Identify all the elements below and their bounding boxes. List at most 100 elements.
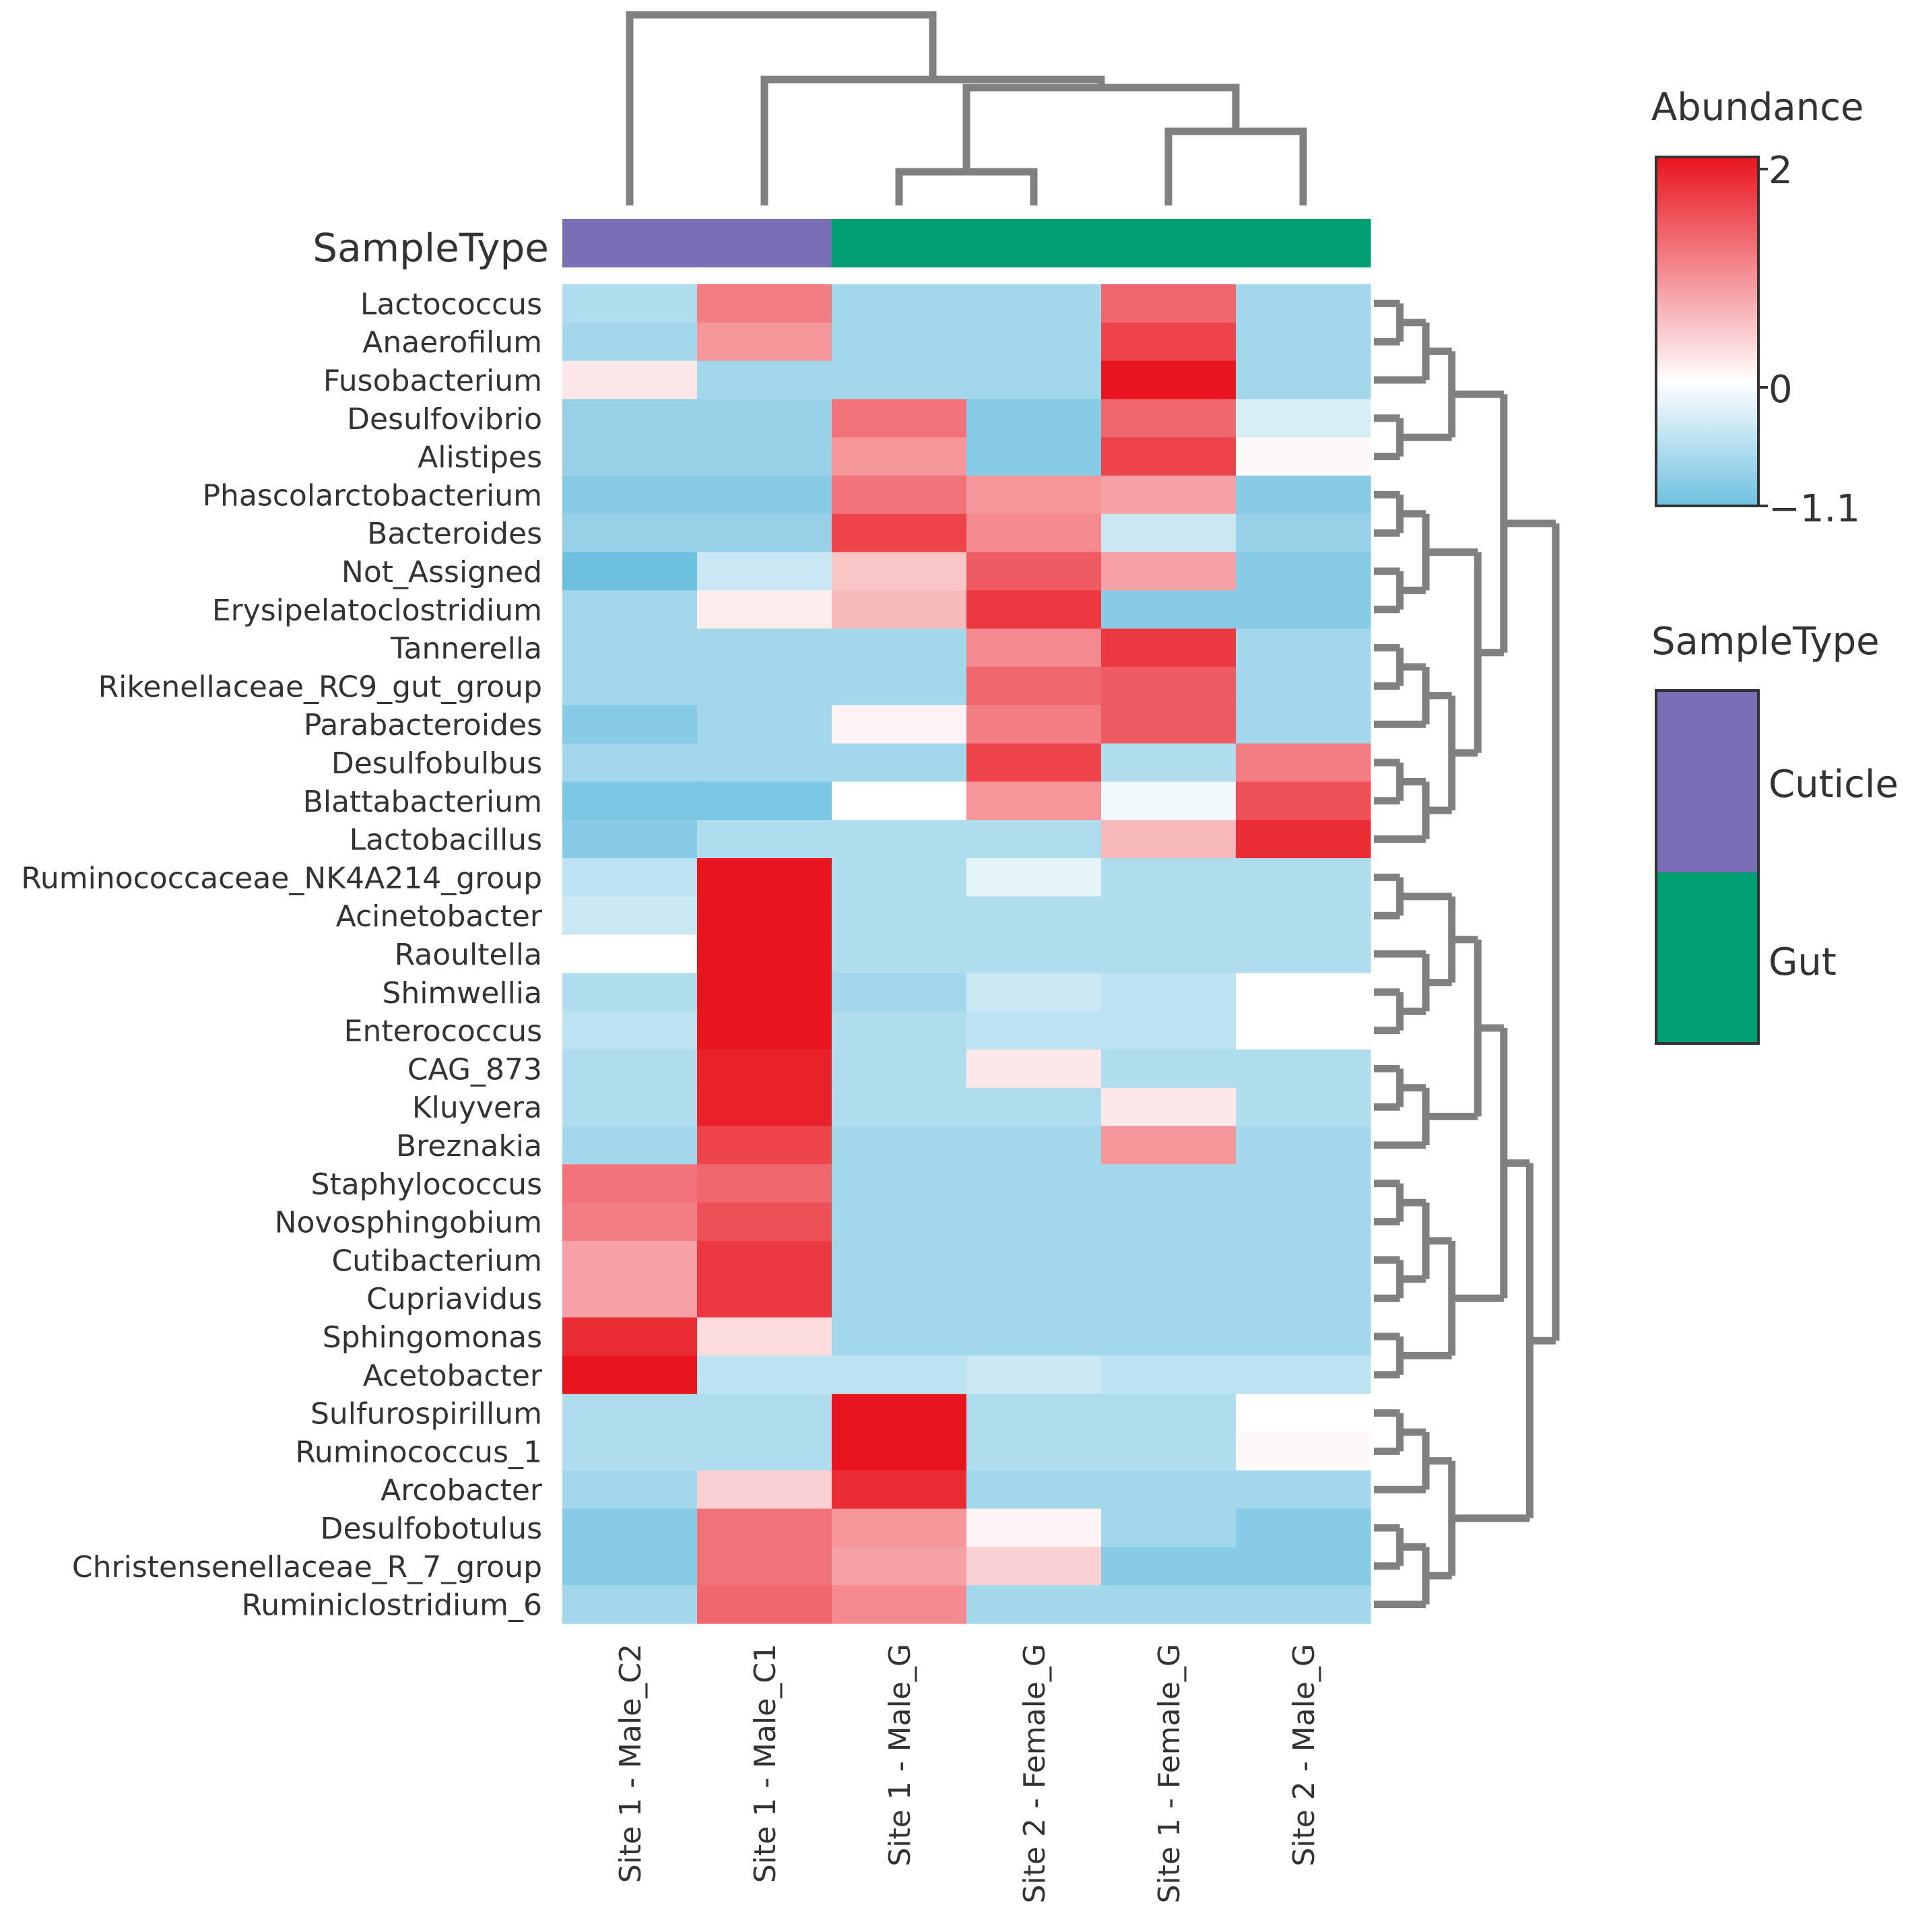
- heatmap-cell: [562, 1355, 698, 1394]
- heatmap-cell: [832, 1126, 967, 1165]
- heatmap-cell: [832, 360, 967, 399]
- heatmap-cell: [1236, 284, 1371, 323]
- heatmap-cell: [1101, 476, 1236, 515]
- heatmap-cell: [1101, 1279, 1236, 1318]
- column-label: Site 1 - Female_G: [1152, 1644, 1187, 1904]
- heatmap-cell: [1101, 667, 1236, 706]
- row-label: Tannerella: [390, 632, 542, 666]
- heatmap-cell: [1236, 1432, 1371, 1471]
- heatmap-cell: [966, 1050, 1102, 1089]
- heatmap-cell: [966, 820, 1102, 859]
- sampletype-annotation-cell: [562, 219, 698, 267]
- heatmap-cell: [832, 437, 967, 476]
- row-label: Breznakia: [396, 1129, 542, 1163]
- colorbar-tick-label-zero: 0: [1769, 368, 1793, 412]
- heatmap-cell: [966, 1202, 1102, 1242]
- heatmap-cell: [966, 1547, 1102, 1586]
- row-label: Anaerofilum: [362, 325, 542, 360]
- heatmap-cell: [966, 360, 1102, 399]
- heatmap-cell: [966, 590, 1102, 629]
- heatmap-cell: [832, 1164, 967, 1203]
- heatmap-cell: [832, 552, 967, 591]
- heatmap-cell: [966, 322, 1102, 362]
- column-label: Site 1 - Male_G: [883, 1644, 917, 1867]
- cuticle-legend-swatch: [1656, 690, 1758, 872]
- row-dendrogram-link: [1399, 347, 1456, 441]
- heatmap-cell: [1101, 1508, 1236, 1547]
- heatmap-cell: [562, 667, 698, 706]
- heatmap-cell: [966, 1317, 1102, 1356]
- heatmap-cell: [966, 858, 1102, 897]
- heatmap-cell: [562, 284, 698, 323]
- row-label: Cupriavidus: [366, 1282, 542, 1316]
- heatmap-cell: [697, 590, 832, 629]
- gut-legend-label: Gut: [1769, 940, 1837, 984]
- heatmap-cell: [966, 476, 1102, 515]
- row-dendrogram-link: [1374, 1428, 1430, 1493]
- heatmap-cell: [1101, 820, 1236, 859]
- heatmap-cell: [1236, 590, 1371, 629]
- heatmap-cell: [1101, 399, 1236, 438]
- heatmap-cell: [832, 781, 967, 820]
- heatmap-cell: [832, 1202, 967, 1242]
- heatmap-cell: [1101, 896, 1236, 936]
- heatmap-cell: [966, 743, 1102, 782]
- heatmap-cell: [1236, 1279, 1371, 1318]
- heatmap-cell: [1236, 513, 1371, 553]
- heatmap-cell: [697, 437, 832, 476]
- row-label: Novosphingobium: [275, 1206, 542, 1240]
- heatmap-cell: [1101, 1317, 1236, 1356]
- heatmap-cell: [832, 1470, 967, 1510]
- column-label: Site 1 - Male_C1: [748, 1644, 783, 1883]
- row-label: Ruminococcaceae_NK4A214_group: [21, 861, 542, 895]
- abundance-colorbar: [1655, 156, 1760, 507]
- heatmap-cell: [966, 629, 1102, 668]
- heatmap-cell: [966, 284, 1102, 323]
- heatmap-cell: [1236, 781, 1371, 820]
- heatmap-cell: [1101, 1202, 1236, 1242]
- column-dendrogram-link: [626, 11, 937, 205]
- row-label: Staphylococcus: [311, 1167, 542, 1202]
- heatmap-cell: [1101, 552, 1236, 591]
- heatmap-cell: [1101, 1011, 1236, 1050]
- heatmap-cell: [562, 1508, 698, 1547]
- heatmap-cell: [1236, 1355, 1371, 1394]
- row-dendrogram-link: [1374, 644, 1404, 690]
- row-label: Lactococcus: [360, 287, 542, 321]
- colorbar-tick-label-min: −1.1: [1769, 487, 1860, 531]
- heatmap-cell: [562, 973, 698, 1012]
- heatmap-cell: [966, 1585, 1102, 1624]
- sampletype-annotation-cell: [966, 219, 1102, 267]
- heatmap-cell: [562, 1547, 698, 1586]
- heatmap-cell: [1101, 322, 1236, 362]
- heatmap-cell: [966, 1279, 1102, 1318]
- heatmap-cell: [1236, 476, 1371, 515]
- heatmap-cell: [832, 705, 967, 744]
- heatmap-cell: [1101, 1547, 1236, 1586]
- row-dendrogram-link: [1503, 519, 1560, 1345]
- heatmap-cell: [1236, 896, 1371, 936]
- heatmap-cell: [697, 1432, 832, 1471]
- row-dendrogram-link: [1374, 1409, 1404, 1455]
- row-label: Sphingomonas: [323, 1320, 542, 1355]
- row-dendrogram-link: [1374, 873, 1404, 920]
- heatmap-cell: [697, 513, 832, 553]
- heatmap-cell: [1236, 1164, 1371, 1203]
- row-dendrogram-link: [1374, 1180, 1404, 1226]
- cuticle-legend-label: Cuticle: [1769, 763, 1899, 806]
- row-dendrogram-link: [1374, 1256, 1404, 1302]
- heatmap-cell: [697, 1355, 832, 1394]
- heatmap-cell: [1236, 552, 1371, 591]
- heatmap-cell: [697, 973, 832, 1012]
- heatmap-cell: [562, 1585, 698, 1624]
- heatmap-cell: [697, 1050, 832, 1089]
- heatmap-cell: [1236, 1011, 1371, 1050]
- heatmap-cell: [966, 667, 1102, 706]
- heatmap-cell: [697, 1164, 832, 1203]
- heatmap-cell: [832, 858, 967, 897]
- heatmap-cell: [966, 1241, 1102, 1280]
- heatmap-cell: [966, 1508, 1102, 1547]
- heatmap-cell: [697, 322, 832, 362]
- heatmap-cell: [697, 1547, 832, 1586]
- heatmap-cell: [562, 1470, 698, 1510]
